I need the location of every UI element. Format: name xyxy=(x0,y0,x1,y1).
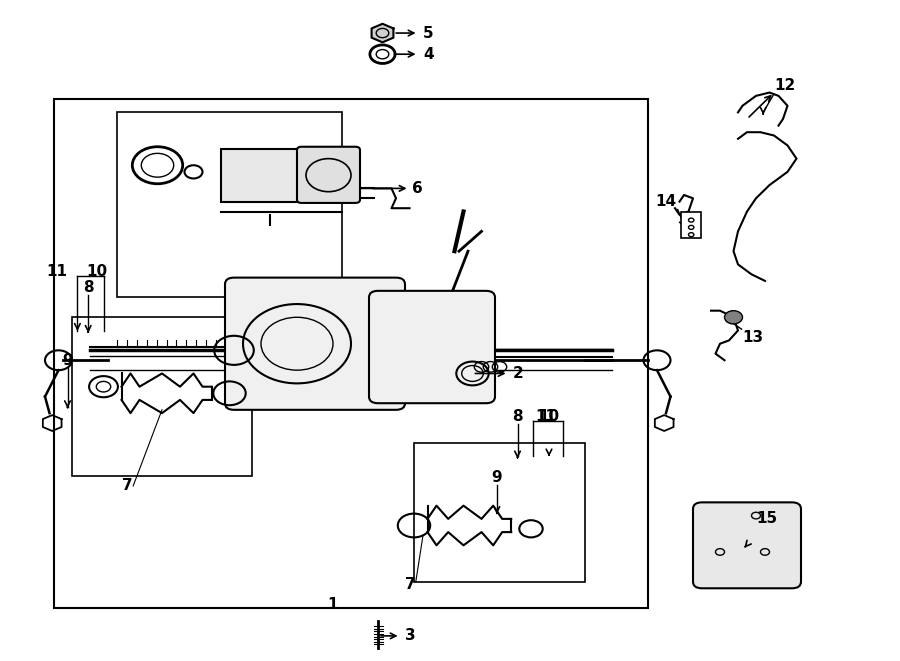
Text: 1: 1 xyxy=(328,598,338,612)
Text: 8: 8 xyxy=(83,280,94,295)
Bar xyxy=(220,149,302,202)
Text: 7: 7 xyxy=(122,479,132,493)
Text: 7: 7 xyxy=(405,578,416,592)
Text: 8: 8 xyxy=(512,409,523,424)
FancyBboxPatch shape xyxy=(225,278,405,410)
Text: 14: 14 xyxy=(656,194,677,209)
Polygon shape xyxy=(372,24,393,42)
FancyBboxPatch shape xyxy=(369,291,495,403)
Text: 9: 9 xyxy=(62,353,73,368)
Text: 13: 13 xyxy=(742,330,763,344)
FancyBboxPatch shape xyxy=(297,147,360,203)
Text: 11: 11 xyxy=(47,264,68,278)
Text: 12: 12 xyxy=(774,79,796,93)
Text: 3: 3 xyxy=(405,629,416,643)
Bar xyxy=(72,317,252,476)
Text: 10: 10 xyxy=(538,409,560,424)
Bar xyxy=(681,212,701,238)
Bar xyxy=(54,99,648,608)
Text: 4: 4 xyxy=(423,47,434,61)
Text: 10: 10 xyxy=(86,264,108,278)
Bar xyxy=(117,112,342,297)
Text: 15: 15 xyxy=(756,512,777,526)
Text: 5: 5 xyxy=(423,26,434,40)
FancyBboxPatch shape xyxy=(693,502,801,588)
Circle shape xyxy=(724,311,742,324)
Text: 11: 11 xyxy=(536,409,556,424)
Text: 2: 2 xyxy=(513,366,524,381)
Bar xyxy=(414,443,585,582)
Text: 9: 9 xyxy=(491,470,502,485)
Text: 6: 6 xyxy=(412,181,423,196)
